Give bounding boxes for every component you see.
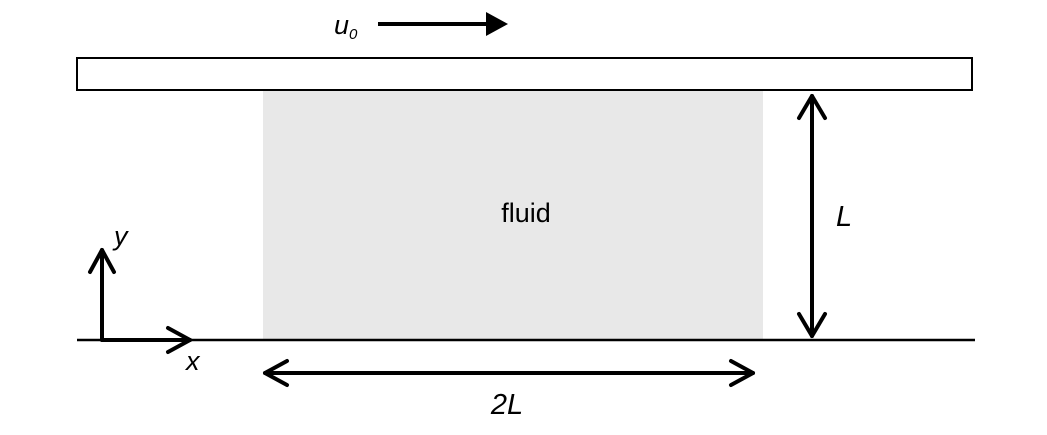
velocity-label: u0 xyxy=(334,10,358,43)
velocity-label-sub: 0 xyxy=(349,26,358,43)
height-arrow xyxy=(797,94,827,338)
fluid-region xyxy=(263,91,763,340)
top-plate xyxy=(76,57,973,91)
axis-y-label: y xyxy=(112,221,129,251)
width-arrow xyxy=(263,359,755,387)
velocity-arrow xyxy=(378,12,508,36)
height-label: L xyxy=(836,201,852,233)
coordinate-axes xyxy=(88,248,192,354)
axis-x-label: x xyxy=(184,346,201,376)
width-label: 2L xyxy=(490,389,523,421)
velocity-label-main: u xyxy=(334,10,349,40)
fluid-label: fluid xyxy=(501,198,551,228)
